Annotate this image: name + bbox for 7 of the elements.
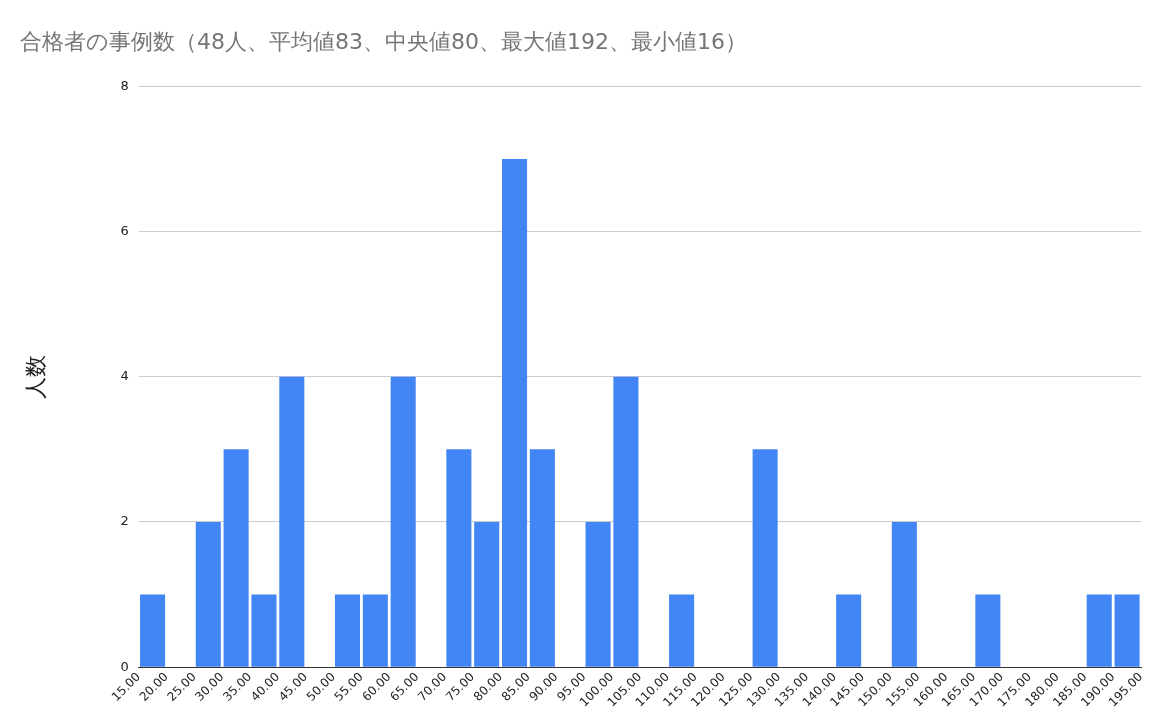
y-tick-label: 0: [120, 658, 129, 674]
y-tick-label: 8: [120, 77, 129, 93]
y-tick-label: 2: [120, 513, 129, 529]
y-axis-title: 人数: [22, 354, 48, 399]
y-tick-label: 6: [120, 222, 129, 238]
y-tick-label: 4: [120, 368, 129, 384]
chart-title: 合格者の事例数（48人、平均値83、中央値80、最大値192、最小値16）: [20, 28, 747, 54]
